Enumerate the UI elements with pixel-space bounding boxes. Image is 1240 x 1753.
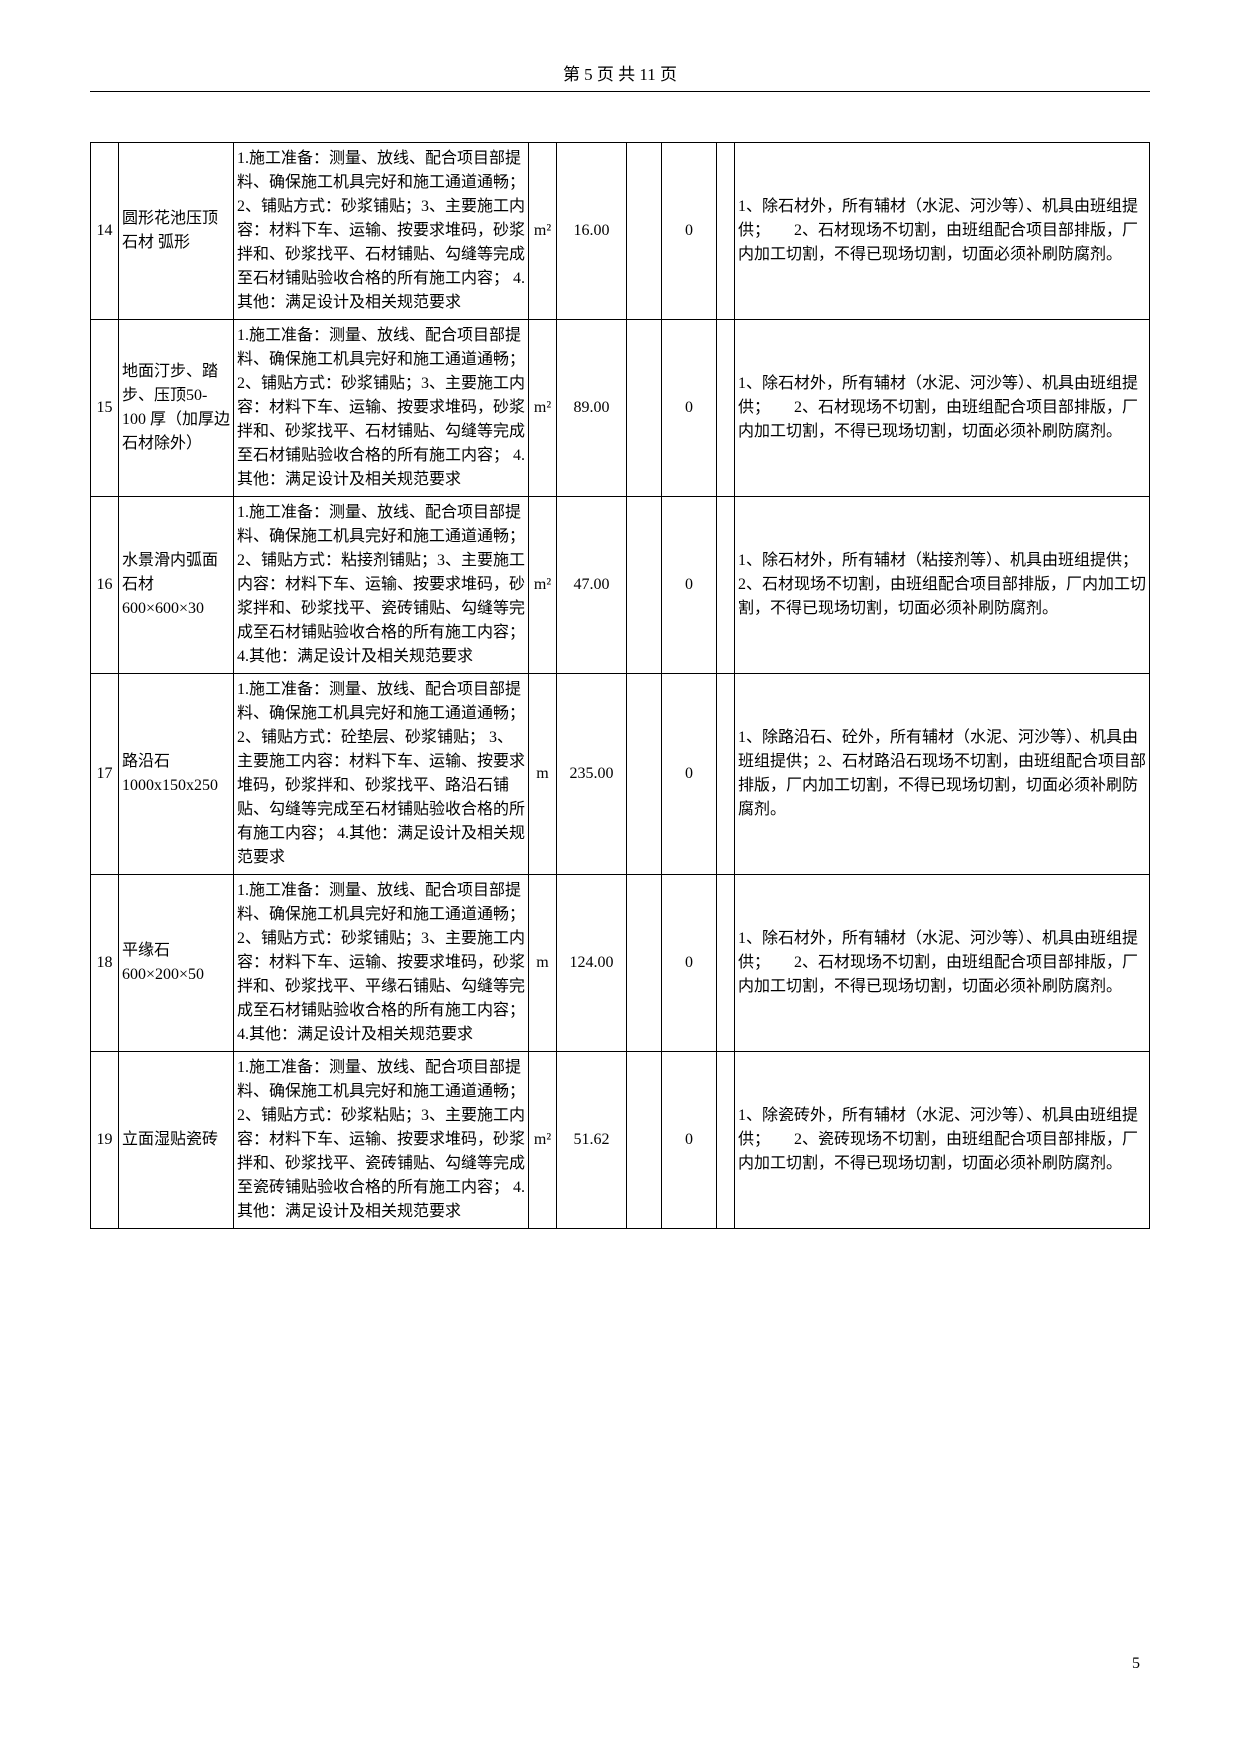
item-name: 路沿石1000x150x250	[119, 674, 234, 875]
row-index: 18	[91, 875, 119, 1052]
empty-cell	[717, 143, 735, 320]
item-description: 1.施工准备：测量、放线、配合项目部提料、确保施工机具完好和施工通道通畅；2、铺…	[234, 320, 529, 497]
table-row: 18平缘石 600×200×501.施工准备：测量、放线、配合项目部提料、确保施…	[91, 875, 1150, 1052]
empty-cell	[717, 1052, 735, 1229]
empty-cell	[717, 497, 735, 674]
quantity: 47.00	[557, 497, 627, 674]
zero-value: 0	[662, 1052, 717, 1229]
zero-value: 0	[662, 320, 717, 497]
empty-cell	[717, 674, 735, 875]
zero-value: 0	[662, 497, 717, 674]
table-row: 16水景滑内弧面石材 600×600×301.施工准备：测量、放线、配合项目部提…	[91, 497, 1150, 674]
table-row: 19立面湿贴瓷砖1.施工准备：测量、放线、配合项目部提料、确保施工机具完好和施工…	[91, 1052, 1150, 1229]
empty-cell	[717, 875, 735, 1052]
quantity: 89.00	[557, 320, 627, 497]
blank-cell	[627, 497, 662, 674]
blank-cell	[627, 674, 662, 875]
blank-cell	[627, 320, 662, 497]
blank-cell	[627, 875, 662, 1052]
quantity: 235.00	[557, 674, 627, 875]
notes: 1、除瓷砖外，所有辅材（水泥、河沙等）、机具由班组提供； 2、瓷砖现场不切割，由…	[735, 1052, 1150, 1229]
quantity: 51.62	[557, 1052, 627, 1229]
table-row: 14圆形花池压顶石材 弧形1.施工准备：测量、放线、配合项目部提料、确保施工机具…	[91, 143, 1150, 320]
unit: m²	[529, 143, 557, 320]
table-row: 17路沿石1000x150x2501.施工准备：测量、放线、配合项目部提料、确保…	[91, 674, 1150, 875]
notes: 1、除石材外，所有辅材（水泥、河沙等）、机具由班组提供； 2、石材现场不切割，由…	[735, 320, 1150, 497]
unit: m	[529, 674, 557, 875]
item-name: 水景滑内弧面石材 600×600×30	[119, 497, 234, 674]
item-name: 圆形花池压顶石材 弧形	[119, 143, 234, 320]
page-number: 5	[1132, 1655, 1140, 1673]
row-index: 17	[91, 674, 119, 875]
unit: m	[529, 875, 557, 1052]
notes: 1、除路沿石、砼外，所有辅材（水泥、河沙等）、机具由班组提供；2、石材路沿石现场…	[735, 674, 1150, 875]
item-description: 1.施工准备：测量、放线、配合项目部提料、确保施工机具完好和施工通道通畅；2、铺…	[234, 674, 529, 875]
unit: m²	[529, 320, 557, 497]
item-description: 1.施工准备：测量、放线、配合项目部提料、确保施工机具完好和施工通道通畅；2、铺…	[234, 875, 529, 1052]
row-index: 15	[91, 320, 119, 497]
unit: m²	[529, 497, 557, 674]
table-row: 15地面汀步、踏步、压顶50-100 厚（加厚边石材除外）1.施工准备：测量、放…	[91, 320, 1150, 497]
unit: m²	[529, 1052, 557, 1229]
row-index: 16	[91, 497, 119, 674]
notes: 1、除石材外，所有辅材（水泥、河沙等）、机具由班组提供； 2、石材现场不切割，由…	[735, 875, 1150, 1052]
construction-table: 14圆形花池压顶石材 弧形1.施工准备：测量、放线、配合项目部提料、确保施工机具…	[90, 142, 1150, 1229]
item-description: 1.施工准备：测量、放线、配合项目部提料、确保施工机具完好和施工通道通畅；2、铺…	[234, 497, 529, 674]
page-header: 第 5 页 共 11 页	[90, 60, 1150, 92]
zero-value: 0	[662, 875, 717, 1052]
blank-cell	[627, 1052, 662, 1229]
item-name: 地面汀步、踏步、压顶50-100 厚（加厚边石材除外）	[119, 320, 234, 497]
item-name: 立面湿贴瓷砖	[119, 1052, 234, 1229]
row-index: 14	[91, 143, 119, 320]
item-name: 平缘石 600×200×50	[119, 875, 234, 1052]
zero-value: 0	[662, 674, 717, 875]
zero-value: 0	[662, 143, 717, 320]
row-index: 19	[91, 1052, 119, 1229]
quantity: 124.00	[557, 875, 627, 1052]
item-description: 1.施工准备：测量、放线、配合项目部提料、确保施工机具完好和施工通道通畅；2、铺…	[234, 1052, 529, 1229]
notes: 1、除石材外，所有辅材（水泥、河沙等）、机具由班组提供； 2、石材现场不切割，由…	[735, 143, 1150, 320]
notes: 1、除石材外，所有辅材（粘接剂等）、机具由班组提供； 2、石材现场不切割，由班组…	[735, 497, 1150, 674]
blank-cell	[627, 143, 662, 320]
quantity: 16.00	[557, 143, 627, 320]
item-description: 1.施工准备：测量、放线、配合项目部提料、确保施工机具完好和施工通道通畅；2、铺…	[234, 143, 529, 320]
empty-cell	[717, 320, 735, 497]
